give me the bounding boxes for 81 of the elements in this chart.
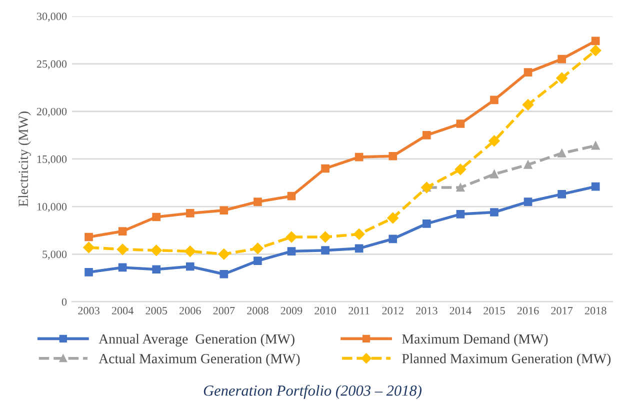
x-tick-label: 2007 <box>213 306 235 314</box>
point <box>286 231 298 243</box>
x-tick-label: 2013 <box>416 306 438 314</box>
point <box>254 198 262 206</box>
point <box>354 244 364 253</box>
point <box>422 220 431 228</box>
point <box>254 256 262 265</box>
point <box>490 170 498 178</box>
point <box>456 120 465 128</box>
point <box>591 182 600 191</box>
point <box>524 68 532 77</box>
point <box>388 152 398 160</box>
x-tick-label: 2011 <box>348 306 370 314</box>
y-tick-label: 20,000 <box>36 108 67 117</box>
point <box>353 228 365 240</box>
point <box>454 164 466 176</box>
x-tick-label: 2014 <box>450 306 472 314</box>
point <box>118 263 127 272</box>
point <box>287 192 296 200</box>
y-tick-label: 0 <box>62 298 67 306</box>
x-tick-label: 2006 <box>180 306 201 314</box>
point <box>558 54 566 64</box>
point <box>84 268 93 276</box>
point <box>591 141 600 150</box>
point <box>354 152 364 162</box>
y-tick-label: 25,000 <box>36 60 67 70</box>
x-tick-label: 2004 <box>112 306 134 314</box>
x-tick-label: 2017 <box>551 306 573 314</box>
point <box>558 190 566 198</box>
point <box>490 208 498 216</box>
legend-label: Annual Average Generation (MW) <box>98 334 294 347</box>
point <box>186 209 194 218</box>
y-tick-label: 30,000 <box>36 12 67 22</box>
x-tick-label: 2012 <box>382 306 404 314</box>
point <box>556 72 568 84</box>
point <box>488 135 500 146</box>
point <box>252 242 264 254</box>
legend-label: Planned Maximum Generation (MW) <box>402 354 611 366</box>
point <box>220 206 228 215</box>
point <box>118 227 127 236</box>
x-tick-label: 2003 <box>78 306 100 314</box>
x-tick-label: 2010 <box>314 306 336 314</box>
y-axis-title: Electricity (MW) <box>18 112 31 207</box>
point <box>387 212 398 224</box>
y-tick-label: 15,000 <box>37 155 67 165</box>
point <box>456 210 465 218</box>
legend-label: Maximum Demand (MW) <box>402 334 548 347</box>
x-tick-label: 2015 <box>484 306 505 314</box>
x-tick-label: 2005 <box>146 306 168 314</box>
point <box>287 247 296 256</box>
point <box>84 232 93 242</box>
point <box>220 270 228 278</box>
point <box>150 244 162 256</box>
point <box>524 198 532 206</box>
point <box>116 244 128 255</box>
x-tick-label: 2008 <box>247 306 268 314</box>
x-tick-label: 2009 <box>280 306 302 314</box>
point <box>522 99 534 110</box>
point <box>591 36 600 46</box>
point <box>321 164 330 173</box>
point <box>152 265 161 274</box>
text: Generation Portfolio (2003 – 2018) <box>204 384 422 399</box>
x-tick-label: 2018 <box>584 306 606 314</box>
point <box>184 246 196 257</box>
legend-label: Actual Maximum Generation (MW) <box>98 354 300 366</box>
point <box>388 234 398 244</box>
point <box>558 149 566 158</box>
x-tick-label: 2016 <box>517 306 539 314</box>
point <box>152 212 161 222</box>
point <box>456 183 465 192</box>
point <box>320 231 331 243</box>
point <box>218 248 230 260</box>
point <box>83 242 94 254</box>
point <box>490 96 498 104</box>
point <box>321 246 330 254</box>
point <box>590 44 602 56</box>
point <box>422 131 431 140</box>
y-tick-label: 5,000 <box>42 250 67 260</box>
point <box>524 160 532 169</box>
y-tick-label: 10,000 <box>37 203 67 212</box>
point <box>186 262 194 271</box>
